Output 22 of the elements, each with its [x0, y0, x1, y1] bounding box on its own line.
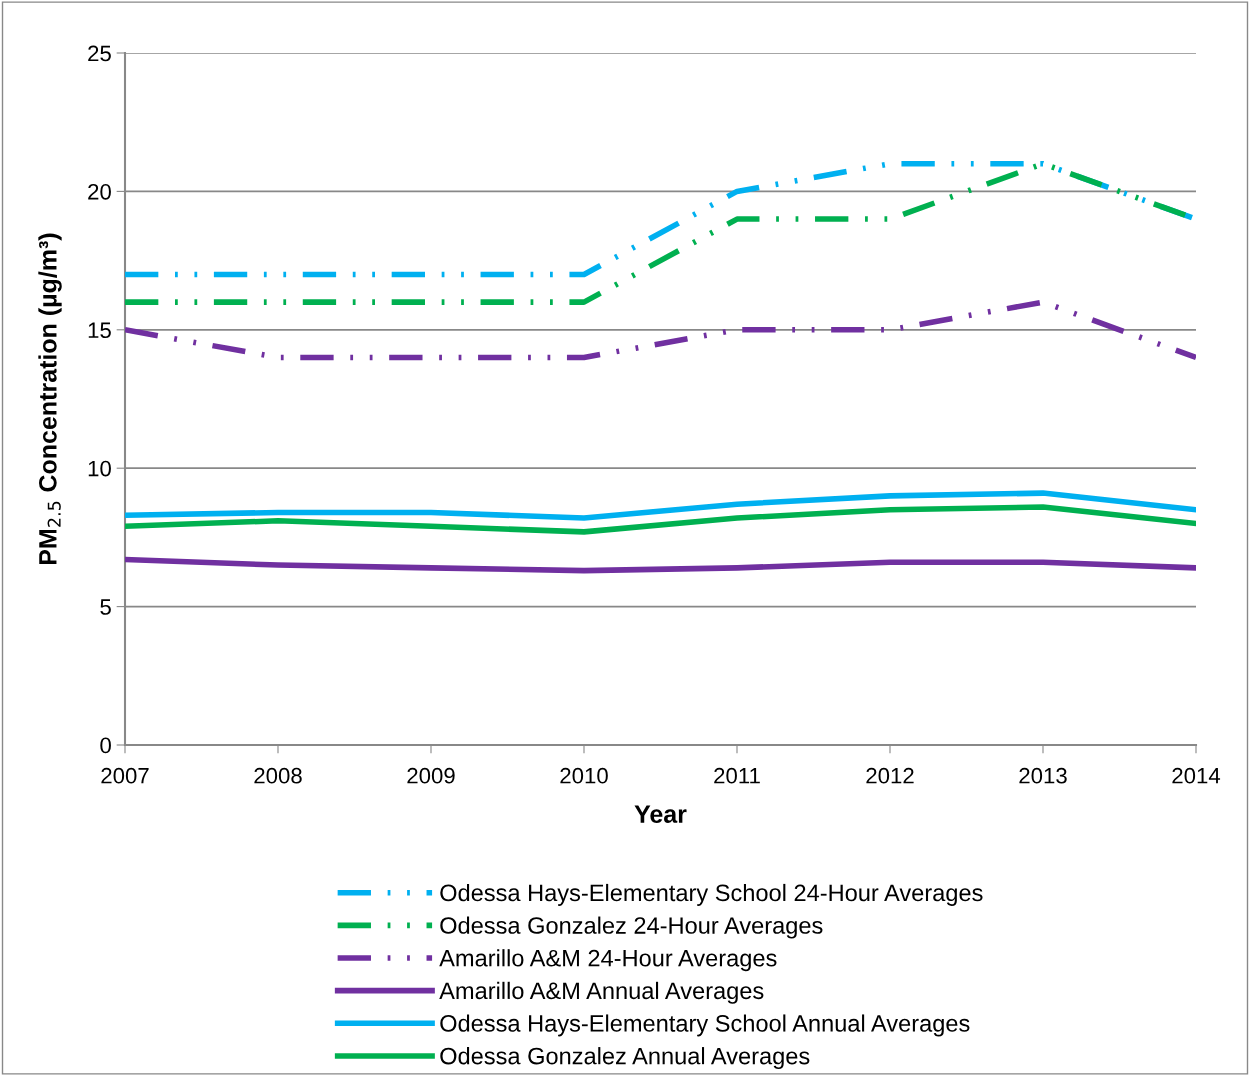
x-tick-label: 2011: [714, 767, 760, 784]
y-tick-label: 20: [88, 183, 111, 200]
legend-label: Odessa Gonzalez 24-Hour Averages: [440, 916, 823, 939]
y-tick-label: 5: [100, 599, 111, 615]
y-tick-label: 15: [88, 322, 111, 339]
y-axis-title: PM$_{2.5}$ Concentration (µg/m³): [38, 233, 62, 565]
x-tick-label: 2008: [254, 767, 302, 784]
x-tick-label: 2010: [560, 767, 608, 784]
x-tick-label: 2009: [407, 767, 455, 784]
y-tick-label: 10: [88, 460, 111, 477]
legend-label: Odessa Gonzalez Annual Averages: [440, 1047, 810, 1070]
legend-label: Odessa Hays-Elementary School 24-Hour Averages: [440, 883, 983, 906]
x-tick-label: 2012: [866, 767, 914, 784]
legend-label: Amarillo A&M 24-Hour Averages: [439, 949, 777, 972]
legend-label: Odessa Hays-Elementary School Annual Averages: [440, 1014, 970, 1037]
x-tick-label: 2014: [1172, 767, 1221, 784]
x-tick-label: 2013: [1019, 767, 1067, 784]
legend-label: Amarillo A&M Annual Averages: [439, 981, 764, 1004]
x-axis-title: Year: [634, 805, 687, 823]
y-tick-label: 0: [100, 737, 111, 754]
y-tick-label: 25: [88, 45, 111, 62]
x-tick-label: 2007: [101, 767, 149, 784]
